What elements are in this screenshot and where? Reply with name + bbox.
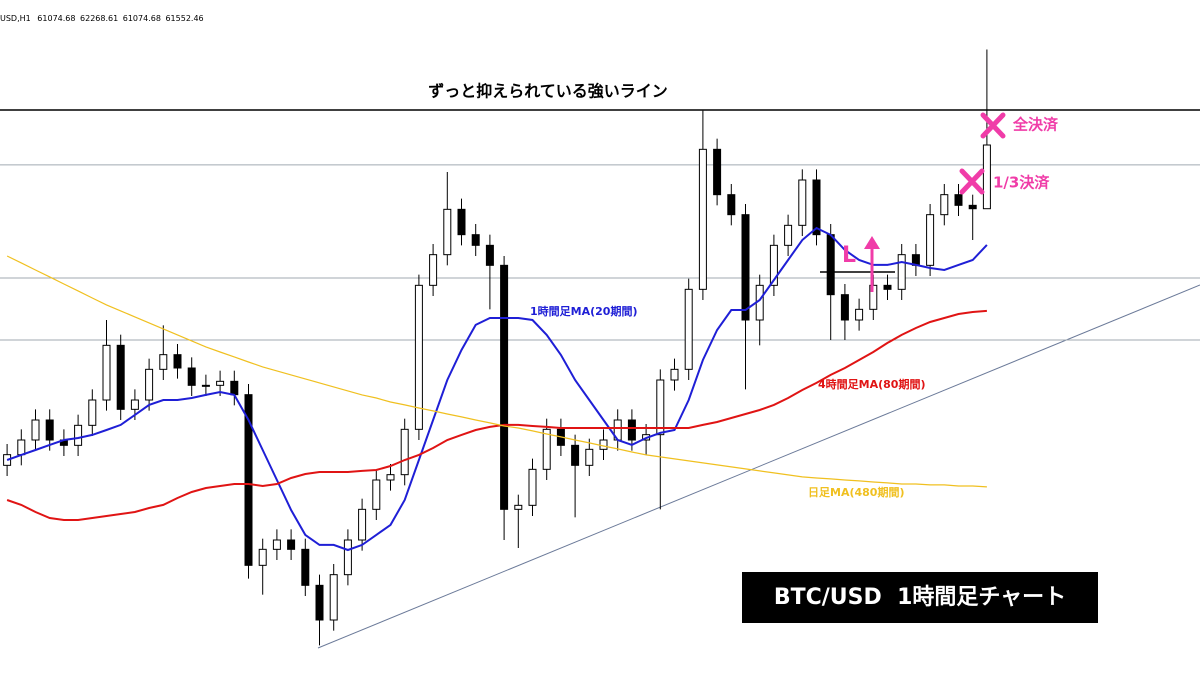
candle-body [102,344,111,401]
candle-body [31,419,40,441]
candle-body [258,548,267,566]
ma-line [6,226,988,552]
candle-body [45,419,54,441]
candle-body [656,379,665,436]
candle-body [471,234,480,246]
candle-body [571,444,580,466]
header-high: 62268.61 [80,14,118,23]
header-close: 61552.46 [165,14,203,23]
candle-body [698,148,707,290]
candle-body [713,148,722,196]
candle-body [968,204,977,210]
candle-body [599,439,608,450]
entry-arrow [864,236,880,292]
candle-body [514,504,523,510]
exit-full-label: 全決済 [1012,116,1059,134]
candle-body [272,539,281,550]
ma-label: 4時間足MA(80期間) [818,377,925,391]
candle-body [216,380,225,386]
candle-body [372,479,381,510]
ma-line [6,255,987,488]
candle-body [954,194,963,206]
trend-line [317,284,1200,649]
candle-body [116,344,125,410]
candle-body [400,428,409,476]
candle-body [343,539,352,576]
exit-mark [959,112,1006,195]
candle-body [315,584,324,621]
candle-body [414,284,423,430]
candle-body [173,354,182,369]
candle-body [982,144,991,210]
caption: BTC/USD 1時間足チャート [774,585,1066,610]
candle-body [812,179,821,236]
candle-body [145,368,154,401]
header-open: 61074.68 [37,14,75,23]
candle-body [670,368,679,381]
candle-body [855,308,864,321]
candle-body [429,254,438,286]
exit-third-label: 1/3決済 [993,174,1050,192]
candle-body [88,399,97,426]
candle-body [287,539,296,550]
candle-body [798,179,807,226]
candle-body [826,234,835,296]
candle-body [926,214,935,266]
caption-box [742,572,1098,623]
ma-line [6,309,987,521]
candle-body [301,548,310,586]
candle-body [244,394,253,566]
resistance-label: ずっと抑えられている強いライン [428,82,668,101]
candle-body [840,294,849,321]
candle-body [627,419,636,441]
entry-label: L [842,243,856,268]
candle-body [727,194,736,216]
candle-body [230,380,239,396]
candle-body [329,574,338,621]
candle-body [187,367,196,386]
candle-body [897,254,906,290]
candle-body [159,354,168,370]
candle-body [585,448,594,466]
candle-body [443,208,452,256]
ma-label: 1時間足MA(20期間) [530,304,637,318]
candle-body [784,224,793,246]
candle-body [386,474,395,481]
candle-body [741,214,750,321]
candle-body [684,288,693,370]
candle-body [457,208,466,236]
ma-label: 日足MA(480期間) [808,485,904,499]
candle-body [130,399,139,410]
candle-body [17,439,26,456]
candle-body [769,244,778,286]
candle-body [358,508,367,541]
candle-body [542,428,551,470]
header-low: 61074.68 [123,14,161,23]
candle-body [940,194,949,216]
candle-body [74,424,83,446]
symbol: USD,H1 [0,14,31,23]
candle-body [883,284,892,290]
candle-body [500,264,509,510]
candle-body [201,384,210,387]
candle-body [528,468,537,506]
header: USD,H1 61074.68 62268.61 61074.68 61552.… [0,14,204,23]
candle-body [485,244,494,266]
